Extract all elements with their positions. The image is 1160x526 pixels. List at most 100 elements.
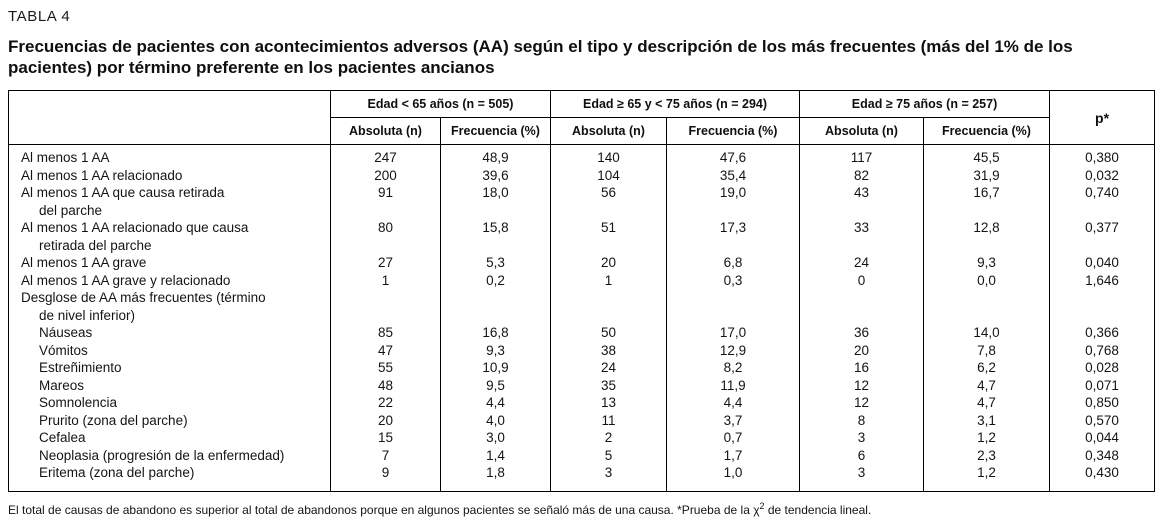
cell-frecuencia-65-75: 1,7 — [666, 446, 800, 464]
cell-frecuencia-ge75: 9,3 — [922, 254, 1051, 272]
cell-absoluta-65-75: 50 — [550, 324, 667, 342]
table-row: Al menos 1 AA relacionado 200 39,6 104 3… — [8, 166, 1156, 184]
row-label: Al menos 1 AA relacionado — [8, 166, 331, 184]
cell-frecuencia-65-75: 11,9 — [666, 376, 800, 394]
cell-frecuencia-ge75: 14,0 — [922, 324, 1051, 342]
cell-absoluta-ge75: 24 — [799, 254, 924, 272]
cell-absoluta-ge75: 36 — [799, 324, 924, 342]
table-row: Estreñimiento 55 10,9 24 8,2 16 6,2 0,02… — [8, 359, 1156, 377]
cell-p-value: 0,570 — [1049, 411, 1156, 429]
subheader-absoluta-65-75: Absoluta (n) — [550, 117, 667, 145]
row-label: Al menos 1 AA grave — [8, 254, 331, 272]
cell-absoluta-lt65: 200 — [330, 166, 441, 184]
cell-absoluta-ge75: 20 — [799, 341, 924, 359]
cell-frecuencia-ge75: 6,2 — [922, 359, 1051, 377]
chi-symbol: χ — [753, 502, 760, 517]
cell-absoluta-ge75: 3 — [799, 464, 924, 491]
cell-absoluta-ge75: 16 — [799, 359, 924, 377]
cell-frecuencia-ge75: 4,7 — [922, 394, 1051, 412]
cell-absoluta-ge75: 43 — [799, 184, 924, 219]
table-row: Náuseas 85 16,8 50 17,0 36 14,0 0,366 — [8, 324, 1156, 342]
cell-frecuencia-lt65 — [440, 289, 551, 324]
cell-frecuencia-ge75 — [922, 289, 1051, 324]
cell-frecuencia-65-75: 0,7 — [666, 429, 800, 447]
cell-frecuencia-ge75: 7,8 — [922, 341, 1051, 359]
cell-absoluta-ge75 — [799, 289, 924, 324]
table-body: Al menos 1 AA 247 48,9 140 47,6 117 45,5… — [8, 144, 1156, 491]
cell-absoluta-lt65: 1 — [330, 271, 441, 289]
cell-absoluta-ge75: 117 — [799, 144, 924, 167]
row-label: Neoplasia (progresión de la enfermedad) — [8, 446, 331, 464]
footnote-text-after: de tendencia lineal. — [764, 502, 872, 517]
cell-absoluta-65-75: 3 — [550, 464, 667, 491]
cell-absoluta-lt65: 20 — [330, 411, 441, 429]
cell-frecuencia-65-75: 0,3 — [666, 271, 800, 289]
header-group-row: Edad < 65 años (n = 505) Edad ≥ 65 y < 7… — [8, 90, 1156, 145]
cell-absoluta-65-75: 20 — [550, 254, 667, 272]
cell-frecuencia-lt65: 15,8 — [440, 219, 551, 254]
row-label: Estreñimiento — [8, 359, 331, 377]
cell-absoluta-lt65: 15 — [330, 429, 441, 447]
cell-absoluta-65-75: 104 — [550, 166, 667, 184]
cell-absoluta-65-75 — [550, 289, 667, 324]
cell-p-value: 0,032 — [1049, 166, 1156, 184]
cell-frecuencia-65-75: 12,9 — [666, 341, 800, 359]
cell-frecuencia-lt65: 1,4 — [440, 446, 551, 464]
cell-frecuencia-ge75: 1,2 — [922, 429, 1051, 447]
cell-absoluta-lt65: 48 — [330, 376, 441, 394]
subheader-absoluta-ge75: Absoluta (n) — [799, 117, 924, 145]
row-label: Al menos 1 AA grave y relacionado — [8, 271, 331, 289]
cell-absoluta-lt65: 85 — [330, 324, 441, 342]
cell-absoluta-65-75: 38 — [550, 341, 667, 359]
cell-frecuencia-65-75: 3,7 — [666, 411, 800, 429]
table-row: Al menos 1 AA relacionado que causa reti… — [8, 219, 1156, 254]
table-row: Al menos 1 AA grave y relacionado 1 0,2 … — [8, 271, 1156, 289]
cell-frecuencia-65-75: 47,6 — [666, 144, 800, 167]
cell-frecuencia-ge75: 1,2 — [922, 464, 1051, 491]
cell-absoluta-lt65: 7 — [330, 446, 441, 464]
cell-frecuencia-lt65: 48,9 — [440, 144, 551, 167]
table-row: Prurito (zona del parche) 20 4,0 11 3,7 … — [8, 411, 1156, 429]
cell-p-value: 0,348 — [1049, 446, 1156, 464]
adverse-events-table: Edad < 65 años (n = 505) Edad ≥ 65 y < 7… — [8, 90, 1156, 492]
cell-frecuencia-lt65: 18,0 — [440, 184, 551, 219]
cell-absoluta-lt65: 9 — [330, 464, 441, 491]
cell-frecuencia-lt65: 9,5 — [440, 376, 551, 394]
cell-absoluta-65-75: 2 — [550, 429, 667, 447]
cell-frecuencia-ge75: 0,0 — [922, 271, 1051, 289]
row-label: Somnolencia — [8, 394, 331, 412]
cell-frecuencia-65-75: 1,0 — [666, 464, 800, 491]
cell-absoluta-lt65: 80 — [330, 219, 441, 254]
cell-p-value: 0,071 — [1049, 376, 1156, 394]
table-title: Frecuencias de pacientes con acontecimie… — [8, 37, 1073, 77]
cell-absoluta-lt65: 91 — [330, 184, 441, 219]
cell-frecuencia-lt65: 4,0 — [440, 411, 551, 429]
subheader-frecuencia-lt65: Frecuencia (%) — [440, 117, 551, 145]
cell-frecuencia-ge75: 2,3 — [922, 446, 1051, 464]
cell-absoluta-ge75: 12 — [799, 376, 924, 394]
cell-frecuencia-lt65: 0,2 — [440, 271, 551, 289]
cell-p-value: 0,028 — [1049, 359, 1156, 377]
cell-absoluta-ge75: 33 — [799, 219, 924, 254]
cell-frecuencia-ge75: 45,5 — [922, 144, 1051, 167]
cell-p-value: 0,377 — [1049, 219, 1156, 254]
cell-absoluta-ge75: 8 — [799, 411, 924, 429]
cell-frecuencia-lt65: 5,3 — [440, 254, 551, 272]
cell-frecuencia-ge75: 31,9 — [922, 166, 1051, 184]
cell-absoluta-65-75: 24 — [550, 359, 667, 377]
cell-p-value: 0,380 — [1049, 144, 1156, 167]
table-row: Cefalea 15 3,0 2 0,7 3 1,2 0,044 — [8, 429, 1156, 447]
cell-frecuencia-ge75: 16,7 — [922, 184, 1051, 219]
table-footnote: El total de causas de abandono es superi… — [8, 499, 1153, 518]
cell-absoluta-lt65: 47 — [330, 341, 441, 359]
subheader-frecuencia-ge75: Frecuencia (%) — [922, 117, 1051, 145]
cell-frecuencia-lt65: 3,0 — [440, 429, 551, 447]
cell-frecuencia-65-75: 35,4 — [666, 166, 800, 184]
cell-p-value: 0,044 — [1049, 429, 1156, 447]
row-label: Al menos 1 AA relacionado que causa reti… — [8, 219, 331, 254]
cell-absoluta-65-75: 11 — [550, 411, 667, 429]
section-row: Desglose de AA más frecuentes (término d… — [8, 289, 1156, 324]
table-row: Eritema (zona del parche) 9 1,8 3 1,0 3 … — [8, 464, 1156, 491]
cell-p-value — [1049, 289, 1156, 324]
cell-frecuencia-65-75: 8,2 — [666, 359, 800, 377]
